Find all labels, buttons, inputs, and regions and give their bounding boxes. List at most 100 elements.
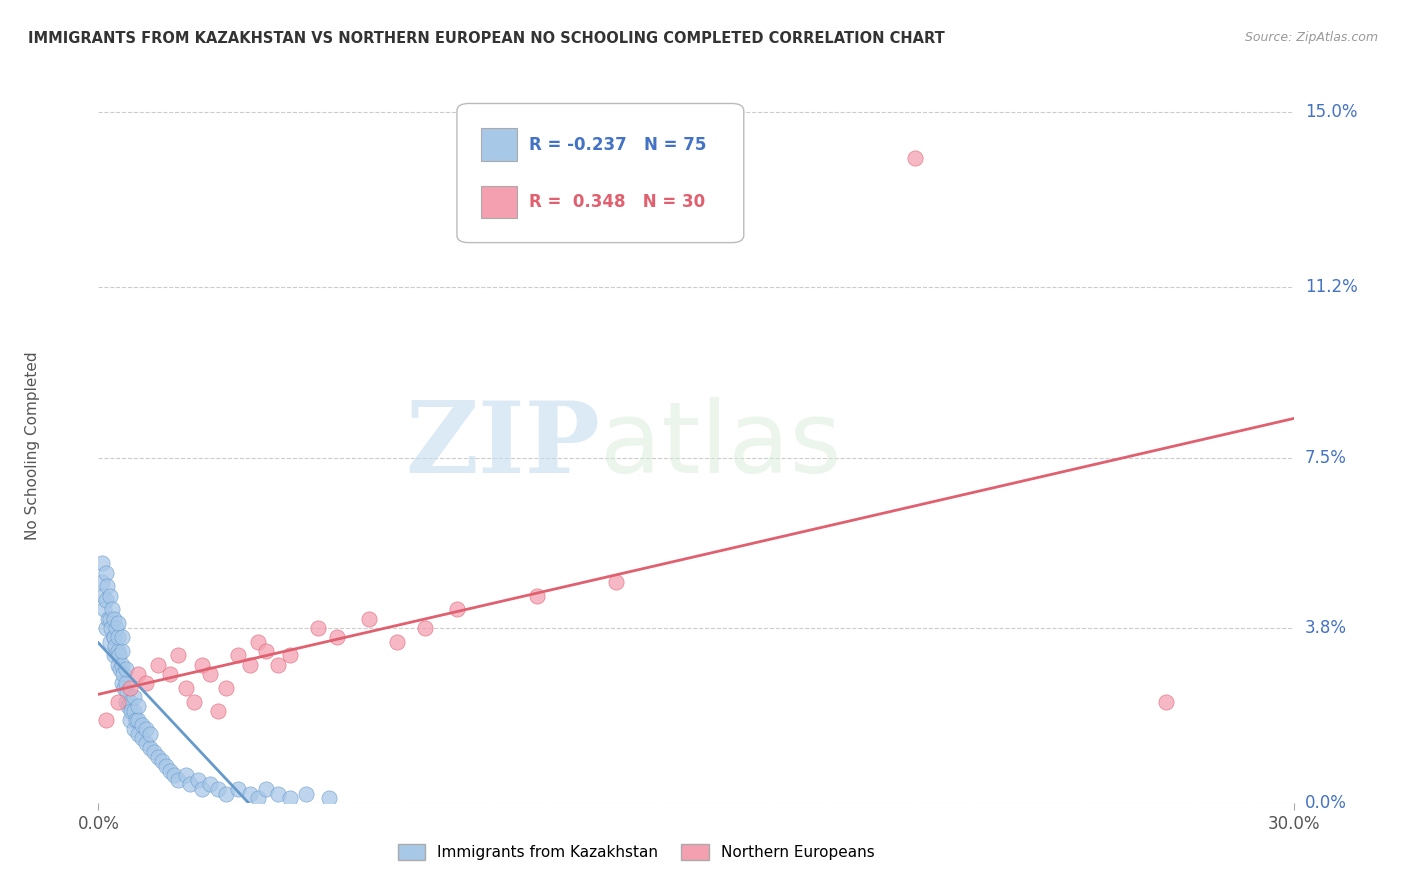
Point — [167, 648, 190, 663]
Point — [96, 579, 118, 593]
Point — [148, 657, 170, 672]
Point — [135, 736, 157, 750]
Point — [111, 630, 134, 644]
Point — [110, 662, 132, 676]
Point — [139, 740, 162, 755]
Point — [97, 612, 120, 626]
Point — [120, 713, 142, 727]
Text: ZIP: ZIP — [405, 398, 600, 494]
Point — [115, 676, 138, 690]
Point — [105, 621, 128, 635]
Text: 3.8%: 3.8% — [1305, 619, 1347, 637]
Point — [96, 713, 118, 727]
Point — [413, 621, 436, 635]
Point — [107, 657, 129, 672]
Point — [131, 717, 153, 731]
Point — [124, 704, 146, 718]
Point — [107, 644, 129, 658]
Point — [278, 791, 301, 805]
Point — [385, 634, 409, 648]
Text: 7.5%: 7.5% — [1305, 449, 1347, 467]
Point — [150, 755, 173, 769]
Point — [125, 713, 148, 727]
Point — [246, 791, 269, 805]
Point — [318, 791, 340, 805]
Point — [124, 722, 146, 736]
Point — [111, 644, 134, 658]
Text: IMMIGRANTS FROM KAZAKHSTAN VS NORTHERN EUROPEAN NO SCHOOLING COMPLETED CORRELATI: IMMIGRANTS FROM KAZAKHSTAN VS NORTHERN E… — [28, 31, 945, 46]
Point — [93, 602, 115, 616]
FancyBboxPatch shape — [457, 103, 744, 243]
Point — [239, 657, 262, 672]
Point — [155, 759, 177, 773]
Point — [103, 648, 125, 663]
Text: R =  0.348   N = 30: R = 0.348 N = 30 — [529, 193, 704, 211]
Point — [111, 676, 134, 690]
Point — [167, 772, 190, 787]
Point — [174, 681, 197, 695]
Point — [120, 704, 142, 718]
Point — [94, 566, 117, 580]
Point — [90, 574, 112, 589]
Text: 0.0%: 0.0% — [1305, 794, 1347, 812]
Point — [98, 612, 122, 626]
Point — [98, 589, 122, 603]
FancyBboxPatch shape — [481, 128, 517, 161]
FancyBboxPatch shape — [481, 186, 517, 218]
Point — [1154, 694, 1177, 708]
Point — [215, 681, 238, 695]
Point — [526, 589, 548, 603]
Point — [124, 690, 146, 704]
Point — [120, 681, 142, 695]
Point — [127, 699, 149, 714]
Point — [143, 745, 166, 759]
Point — [191, 657, 214, 672]
Point — [131, 731, 153, 746]
Point — [139, 727, 162, 741]
Point — [108, 648, 131, 663]
Point — [226, 648, 249, 663]
Point — [115, 694, 138, 708]
Point — [246, 634, 269, 648]
Point — [115, 685, 138, 699]
Point — [112, 666, 135, 681]
Point — [115, 662, 138, 676]
Point — [91, 557, 114, 571]
Point — [96, 593, 118, 607]
Point — [254, 644, 277, 658]
Point — [107, 630, 129, 644]
Point — [307, 621, 329, 635]
Text: 15.0%: 15.0% — [1305, 103, 1357, 121]
Point — [135, 676, 157, 690]
Point — [278, 648, 301, 663]
Point — [446, 602, 468, 616]
Point — [135, 722, 157, 736]
Point — [359, 612, 381, 626]
Point — [127, 666, 149, 681]
Point — [159, 666, 181, 681]
Point — [207, 782, 229, 797]
Point — [163, 768, 186, 782]
Point — [215, 787, 238, 801]
Point — [159, 764, 181, 778]
Point — [605, 574, 627, 589]
Text: R = -0.237   N = 75: R = -0.237 N = 75 — [529, 136, 706, 153]
Point — [207, 704, 229, 718]
Point — [179, 777, 201, 791]
Point — [239, 787, 262, 801]
Point — [294, 787, 316, 801]
Point — [103, 612, 125, 626]
Point — [101, 602, 124, 616]
Point — [198, 777, 221, 791]
Point — [112, 681, 135, 695]
Point — [226, 782, 249, 797]
Point — [120, 694, 142, 708]
Point — [100, 621, 122, 635]
Point — [183, 694, 205, 708]
Point — [111, 657, 134, 672]
Point — [198, 666, 221, 681]
Point — [127, 713, 149, 727]
Point — [104, 640, 127, 654]
Point — [267, 787, 290, 801]
Text: No Schooling Completed: No Schooling Completed — [25, 351, 41, 541]
